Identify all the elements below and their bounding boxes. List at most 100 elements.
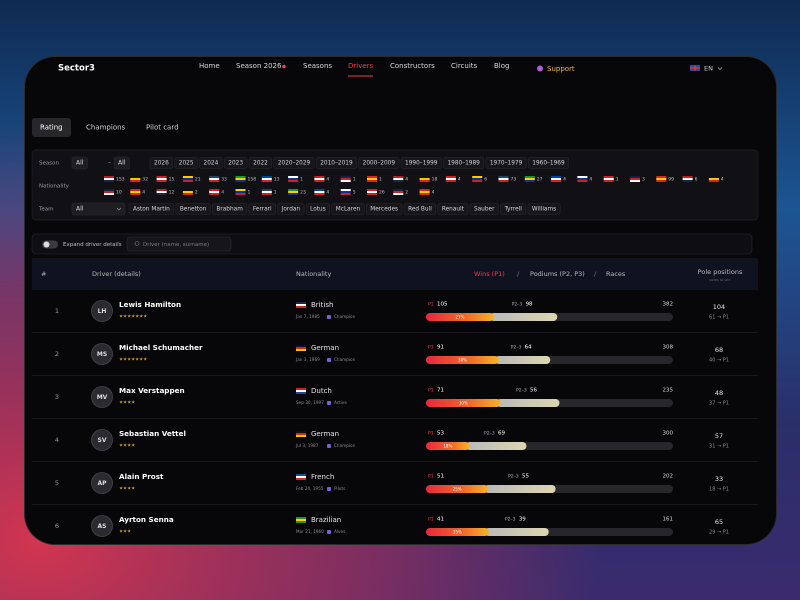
nationality-count[interactable]: 4 [589, 177, 592, 183]
nationality-count[interactable]: 1 [379, 177, 382, 183]
nationality-count[interactable]: 6 [695, 177, 698, 183]
avatar [91, 300, 113, 322]
team-button[interactable]: Red Bull [408, 207, 432, 213]
team-button[interactable]: Ferrari [253, 207, 272, 213]
tab[interactable]: Champions [86, 124, 126, 132]
nationality-count[interactable]: 4 [458, 177, 461, 183]
col-header: Nationality [296, 270, 331, 278]
flag-stripe [656, 176, 667, 178]
nationality-count[interactable]: 153 [116, 177, 125, 183]
nationality-count[interactable]: 4 [432, 190, 435, 196]
select[interactable]: All [76, 160, 84, 167]
driver-name[interactable]: Lewis Hamilton [119, 300, 181, 309]
nav-link[interactable]: Constructors [390, 62, 435, 70]
season-button[interactable]: 2026 [154, 161, 169, 167]
wins-value: 41 [437, 517, 444, 523]
filter-label: Team [38, 207, 54, 213]
team-button[interactable]: Aston Martin [133, 207, 170, 213]
nationality-count[interactable]: 4 [142, 190, 145, 196]
team-button[interactable]: Brabham [216, 207, 243, 213]
season-button[interactable]: 2020–2029 [278, 161, 311, 167]
nav-link[interactable]: Home [199, 62, 220, 70]
nationality-count[interactable]: 12 [169, 190, 175, 196]
tab[interactable]: Rating [40, 124, 63, 132]
nationality-count[interactable]: 1 [353, 177, 356, 183]
driver-name[interactable]: Max Verstappen [119, 386, 185, 395]
season-button[interactable]: 1960–1969 [532, 161, 565, 167]
col-header[interactable]: Wins (P1) [474, 270, 505, 278]
support-link[interactable]: Support [547, 65, 575, 73]
team-button[interactable]: Lotus [310, 207, 326, 213]
nav-link[interactable]: Seasons [303, 62, 332, 70]
nationality-count[interactable]: 21 [195, 177, 201, 183]
nationality-count[interactable]: 10 [116, 190, 122, 196]
search-box[interactable] [126, 236, 232, 252]
nationality-count[interactable]: 6 [484, 177, 487, 183]
podiums-label: P2–3 [511, 345, 522, 351]
nationality-count[interactable]: 15 [169, 177, 175, 183]
nationality-count[interactable]: 5 [353, 190, 356, 196]
season-button[interactable]: 2024 [204, 161, 219, 167]
nationality-count[interactable]: 23 [300, 190, 306, 196]
col-header[interactable]: Races [606, 270, 626, 278]
nationality-count[interactable]: 27 [537, 177, 543, 183]
nationality-count[interactable]: 1 [274, 190, 277, 196]
nav-link[interactable]: Drivers [348, 62, 374, 70]
team-button[interactable]: Benetton [180, 207, 207, 213]
driver-stars: ★★★★ [119, 400, 135, 406]
language[interactable]: EN [704, 65, 713, 73]
nationality-count[interactable]: 4 [721, 177, 724, 183]
season-button[interactable]: 1990–1999 [405, 161, 438, 167]
nationality-count[interactable]: 32 [142, 177, 148, 183]
nationality-count[interactable]: 4 [563, 177, 566, 183]
driver-name[interactable]: Ayrton Senna [119, 515, 174, 524]
nationality-count[interactable]: 1 [248, 190, 251, 196]
team-button-bg [305, 203, 331, 215]
nationality-count[interactable]: 4 [326, 190, 329, 196]
nationality-count[interactable]: 3 [642, 177, 645, 183]
tab[interactable]: Pilot card [146, 124, 179, 132]
nationality-count[interactable]: 26 [379, 190, 385, 196]
nationality-count[interactable]: 4 [326, 177, 329, 183]
nationality-count[interactable]: 2 [195, 190, 198, 196]
season-button[interactable]: 2023 [228, 161, 243, 167]
season-button[interactable]: 2010–2019 [320, 161, 353, 167]
nationality-count[interactable]: 4 [405, 177, 408, 183]
nationality-count[interactable]: 1 [300, 177, 303, 183]
nationality-count[interactable]: 158 [248, 177, 257, 183]
nationality-count[interactable]: 13 [274, 177, 280, 183]
team-button[interactable]: Williams [532, 207, 556, 213]
driver-name[interactable]: Michael Schumacher [119, 343, 203, 352]
nav-link[interactable]: Blog [494, 62, 509, 70]
team-button[interactable]: Jordan [281, 207, 301, 213]
driver-name[interactable]: Alain Prost [119, 472, 164, 481]
col-header[interactable]: Pole positions [698, 268, 743, 276]
nationality-count[interactable]: 1 [616, 177, 619, 183]
nav-link[interactable]: Season 2026 [236, 62, 282, 70]
nationality-count[interactable]: 2 [405, 190, 408, 196]
nationality-count[interactable]: 99 [668, 177, 674, 183]
team-button[interactable]: Sauber [474, 207, 495, 213]
season-button[interactable]: 2000–2009 [363, 161, 396, 167]
flag-stripe [130, 189, 141, 191]
season-button[interactable]: 1970–1979 [490, 161, 523, 167]
wins-value: 91 [437, 345, 444, 351]
team-button[interactable]: McLaren [336, 207, 361, 213]
nationality-count[interactable]: 73 [511, 177, 517, 183]
team-button[interactable]: Tyrrell [503, 207, 522, 213]
season-button[interactable]: 1980–1989 [447, 161, 480, 167]
nationality-count[interactable]: 33 [221, 177, 227, 183]
select[interactable]: All [76, 206, 84, 213]
flag-stripe [182, 176, 193, 178]
podiums-label: P2–3 [512, 302, 523, 308]
driver-name[interactable]: Sebastian Vettel [119, 429, 186, 438]
season-button[interactable]: 2022 [253, 161, 268, 167]
col-header[interactable]: Podiums (P2, P3) [530, 270, 585, 278]
nationality-count[interactable]: 4 [221, 190, 224, 196]
select[interactable]: All [118, 160, 126, 167]
team-button[interactable]: Mercedes [370, 207, 398, 213]
nav-link[interactable]: Circuits [451, 62, 478, 70]
nationality-count[interactable]: 18 [432, 177, 438, 183]
season-button[interactable]: 2025 [179, 161, 194, 167]
team-button[interactable]: Renault [442, 207, 465, 213]
